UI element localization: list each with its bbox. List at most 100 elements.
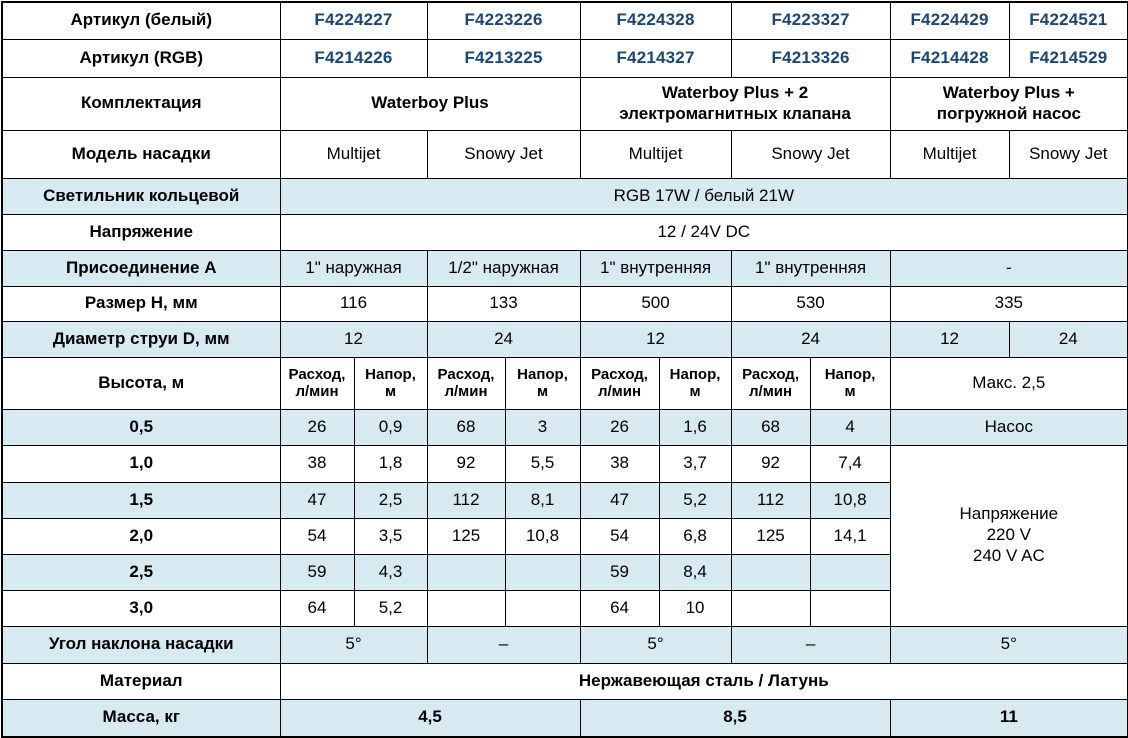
value-cell: Snowy Jet — [730, 129, 891, 179]
row-label: Модель насадки — [1, 129, 281, 179]
value-cell: – — [730, 625, 891, 664]
table-row-height-1-0: 1,0 38 1,8 92 5,5 38 3,7 92 7,4 Напряжение 220 V … — [1, 444, 1128, 627]
value-cell — [809, 553, 891, 591]
value-cell: F4224328 — [579, 1, 732, 40]
value-cell: Snowy Jet — [1008, 129, 1128, 179]
value-cell — [426, 553, 506, 591]
value-cell: 59 — [279, 553, 355, 591]
value-cell: 24 — [730, 320, 891, 358]
table-row-kit: Комплектация Waterboy Plus Waterboy Plus +… — [1, 76, 1128, 131]
value-cell: 24 — [1008, 320, 1128, 358]
value-cell: 24 — [426, 320, 581, 358]
row-label: Артикул (белый) — [1, 1, 281, 40]
value-cell: 11 — [889, 698, 1128, 738]
row-label: Диаметр струи D, мм — [1, 320, 281, 358]
table-row-height-0-5: 0,5 26 0,9 68 3 26 1,6 68 4 Насос — [1, 408, 1128, 446]
value-cell: 68 — [730, 408, 811, 446]
value-cell: 125 — [426, 517, 506, 555]
row-label: Угол наклона насадки — [1, 625, 281, 664]
value-cell — [809, 589, 891, 627]
value-cell: 26 — [279, 408, 355, 446]
value-cell: 54 — [579, 517, 660, 555]
value-cell: 10,8 — [809, 481, 891, 519]
value-cell — [730, 589, 811, 627]
table-row-nozzle-model: Модель насадки Multijet Snowy Jet Multijet S… — [1, 129, 1128, 179]
table-row-ring-light: Светильник кольцевой RGB 17W / белый 21W — [1, 177, 1128, 215]
value-cell: 92 — [730, 444, 811, 483]
value-cell: 133 — [426, 285, 581, 322]
value-cell: 5° — [279, 625, 428, 664]
table-row-voltage: Напряжение 12 / 24V DC — [1, 213, 1128, 251]
table-row-mass: Масса, кг 4,5 8,5 11 — [1, 698, 1128, 738]
row-label: 2,5 — [1, 553, 281, 591]
row-label: 1,5 — [1, 481, 281, 519]
value-cell: 125 — [730, 517, 811, 555]
row-label: Комплектация — [1, 76, 281, 131]
value-cell: 0,9 — [353, 408, 428, 446]
value-cell: Насос — [889, 408, 1128, 446]
value-cell: 8,5 — [579, 698, 891, 738]
value-cell: 12 — [889, 320, 1010, 358]
row-label: 0,5 — [1, 408, 281, 446]
table-row-jet-diameter: Диаметр струи D, мм 12 24 12 24 12 24 — [1, 320, 1128, 358]
value-cell: Waterboy Plus + погружной насос — [889, 76, 1128, 131]
table-row-connection-a: Присоединение А 1" наружная 1/2" наружная 1… — [1, 249, 1128, 287]
value-cell: F4214327 — [579, 38, 732, 78]
value-cell: 5,2 — [658, 481, 732, 519]
value-cell: 2,5 — [353, 481, 428, 519]
value-cell: F4213225 — [426, 38, 581, 78]
value-cell: 14,1 — [809, 517, 891, 555]
row-label: 3,0 — [1, 589, 281, 627]
value-cell: Расход, л/мин — [279, 356, 355, 410]
value-cell: 10,8 — [504, 517, 581, 555]
value-cell: 3,5 — [353, 517, 428, 555]
value-cell: F4214226 — [279, 38, 428, 78]
value-cell: 12 / 24V DC — [279, 213, 1128, 251]
value-cell: Multijet — [279, 129, 428, 179]
value-cell: 5° — [889, 625, 1128, 664]
value-cell: 38 — [579, 444, 660, 483]
row-label: 2,0 — [1, 517, 281, 555]
value-cell: 8,1 — [504, 481, 581, 519]
value-cell — [730, 553, 811, 591]
value-cell: Расход, л/мин — [426, 356, 506, 410]
value-cell: Multijet — [889, 129, 1010, 179]
value-cell: Напор, м — [658, 356, 732, 410]
row-label: Артикул (RGB) — [1, 38, 281, 78]
value-cell: 530 — [730, 285, 891, 322]
value-cell: F4223226 — [426, 1, 581, 40]
value-cell: Напор, м — [353, 356, 428, 410]
value-cell — [504, 589, 581, 627]
value-cell: 47 — [579, 481, 660, 519]
value-cell: 54 — [279, 517, 355, 555]
value-cell: 5,5 — [504, 444, 581, 483]
value-cell: 38 — [279, 444, 355, 483]
row-label: Напряжение — [1, 213, 281, 251]
table-row-height-2-0: 2,0 54 3,5 125 10,8 54 6,8 125 14,1 — [1, 517, 1128, 555]
value-cell: 64 — [579, 589, 660, 627]
value-cell: F4224227 — [279, 1, 428, 40]
value-cell: 1" внутренняя — [730, 249, 891, 287]
table-row-tilt-angle: Угол наклона насадки 5° –5° –5° — [1, 625, 1128, 664]
value-cell: 1" внутренняя — [579, 249, 732, 287]
row-label: 1,0 — [1, 444, 281, 483]
value-cell: 1,6 — [658, 408, 732, 446]
row-label: Светильник кольцевой — [1, 177, 281, 215]
value-cell: Waterboy Plus — [279, 76, 581, 131]
value-cell: 4,3 — [353, 553, 428, 591]
row-label: Материал — [1, 662, 281, 700]
value-cell: 1" наружная — [279, 249, 428, 287]
value-cell: Snowy Jet — [426, 129, 581, 179]
value-cell: F4214428 — [889, 38, 1010, 78]
value-cell: 335 — [889, 285, 1128, 322]
row-label: Размер H, мм — [1, 285, 281, 322]
table-row-height-1-5: 1,5 47 2,5 112 8,1 47 5,2 112 10,8 — [1, 481, 1128, 519]
value-cell: 1/2" наружная — [426, 249, 581, 287]
value-cell: 26 — [579, 408, 660, 446]
value-cell: Напор, м — [504, 356, 581, 410]
value-cell: Расход, л/мин — [579, 356, 660, 410]
row-label: Высота, м — [1, 356, 281, 410]
value-cell: F4224521 — [1008, 1, 1128, 40]
